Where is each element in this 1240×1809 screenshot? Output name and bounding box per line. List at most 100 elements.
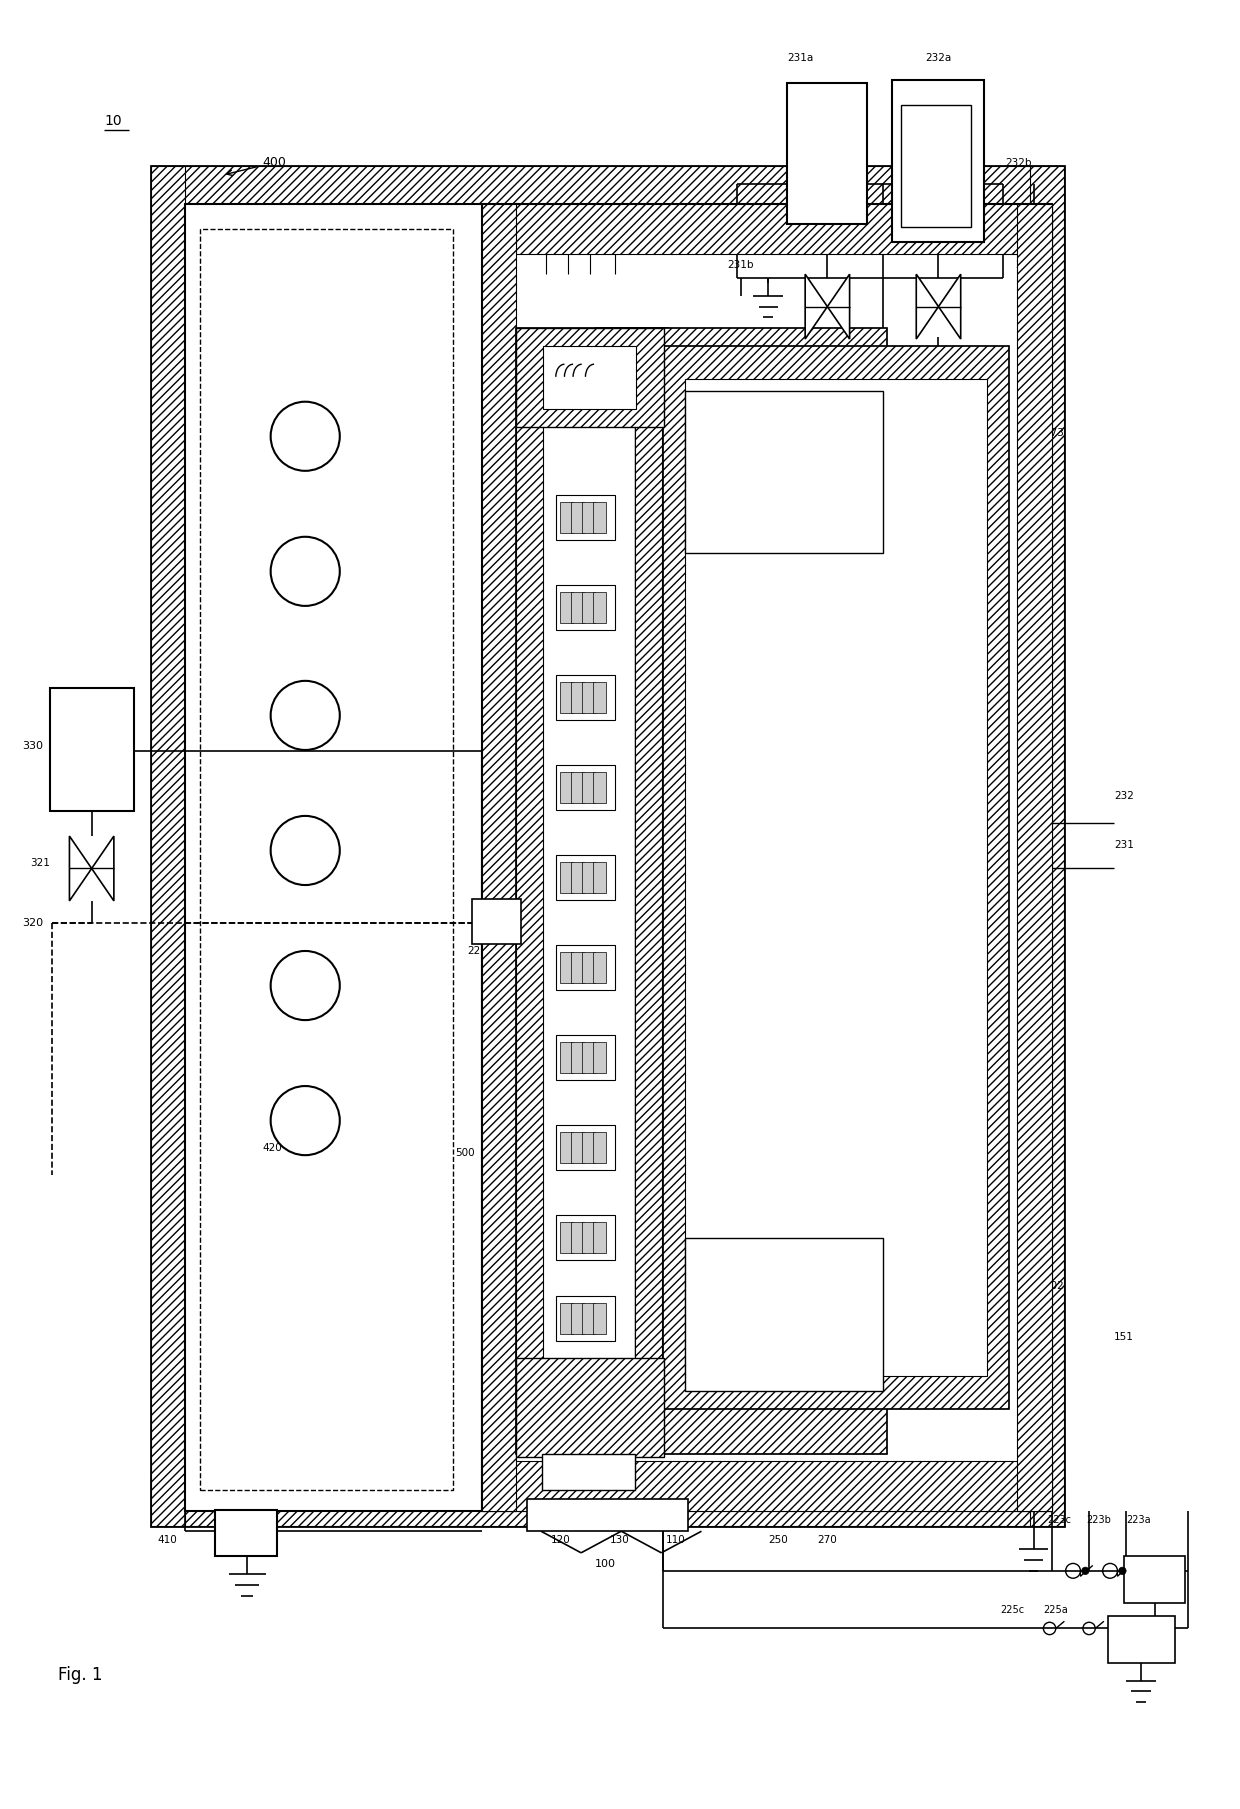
Bar xyxy=(151,166,1064,217)
Bar xyxy=(570,501,584,534)
Bar xyxy=(556,496,615,539)
Bar xyxy=(556,1297,615,1340)
Bar xyxy=(559,1302,573,1335)
Bar xyxy=(556,1035,615,1080)
Bar xyxy=(556,675,615,720)
Bar xyxy=(151,1476,1064,1525)
Bar xyxy=(570,1302,584,1335)
Bar xyxy=(543,346,636,409)
Text: 223: 223 xyxy=(466,946,486,957)
Bar xyxy=(593,772,606,803)
Bar xyxy=(559,861,573,894)
Bar xyxy=(1123,1556,1185,1603)
Text: 223b: 223b xyxy=(1086,1516,1111,1525)
Bar xyxy=(559,772,573,803)
Text: 321: 321 xyxy=(30,857,50,868)
Text: 223c: 223c xyxy=(1047,1516,1071,1525)
Text: 232c: 232c xyxy=(1016,260,1040,270)
Bar xyxy=(593,682,606,713)
Polygon shape xyxy=(916,275,939,338)
Bar xyxy=(582,1221,595,1254)
Text: 225: 225 xyxy=(479,903,498,914)
Bar xyxy=(663,346,1009,1409)
Polygon shape xyxy=(827,275,849,338)
Bar xyxy=(582,772,595,803)
Text: 232b: 232b xyxy=(1006,157,1032,168)
Text: 110: 110 xyxy=(666,1536,686,1545)
Text: 270: 270 xyxy=(817,1536,837,1545)
Bar xyxy=(559,592,573,622)
Bar xyxy=(593,501,606,534)
Text: 225a: 225a xyxy=(1043,1605,1068,1615)
Bar xyxy=(901,105,971,228)
Bar xyxy=(570,861,584,894)
Bar xyxy=(786,83,867,224)
Bar xyxy=(542,1454,635,1491)
Bar xyxy=(635,418,662,1364)
Bar xyxy=(570,1132,584,1163)
Bar xyxy=(516,327,665,427)
Bar xyxy=(593,952,606,984)
Text: 225c: 225c xyxy=(1001,1605,1024,1615)
Bar xyxy=(559,1042,573,1073)
Text: 220: 220 xyxy=(486,539,506,550)
Circle shape xyxy=(1081,1567,1089,1574)
Text: 330: 330 xyxy=(22,742,43,751)
Bar xyxy=(663,346,1009,1409)
Bar xyxy=(151,166,186,1525)
Text: 231b: 231b xyxy=(728,260,754,270)
Circle shape xyxy=(1118,1567,1126,1574)
Bar xyxy=(582,1042,595,1073)
Bar xyxy=(516,1359,665,1458)
Text: 250: 250 xyxy=(768,1536,787,1545)
Bar xyxy=(570,1042,584,1073)
Bar xyxy=(686,1237,883,1391)
Bar xyxy=(593,1042,606,1073)
Bar xyxy=(482,204,1052,1511)
Polygon shape xyxy=(939,275,961,338)
Bar xyxy=(582,592,595,622)
Bar xyxy=(582,1302,595,1335)
Text: 151: 151 xyxy=(1114,1331,1133,1342)
Bar xyxy=(482,1462,1052,1511)
Bar xyxy=(482,204,516,1511)
Polygon shape xyxy=(92,836,114,901)
Bar xyxy=(556,1216,615,1261)
Bar xyxy=(1030,166,1064,1525)
Bar xyxy=(593,1132,606,1163)
Bar xyxy=(582,501,595,534)
Bar xyxy=(559,501,573,534)
Bar xyxy=(559,952,573,984)
Bar xyxy=(593,592,606,622)
Bar xyxy=(570,772,584,803)
Bar xyxy=(582,952,595,984)
Text: 102: 102 xyxy=(1044,1281,1064,1292)
Text: 120: 120 xyxy=(551,1536,570,1545)
Text: 221: 221 xyxy=(486,651,506,660)
Text: 400: 400 xyxy=(262,156,286,168)
Bar xyxy=(582,1132,595,1163)
Text: 130: 130 xyxy=(610,1536,630,1545)
Text: 233: 233 xyxy=(491,859,511,870)
Bar xyxy=(686,391,883,554)
Text: 320: 320 xyxy=(22,917,43,928)
Text: 236: 236 xyxy=(546,1176,565,1185)
Text: 230: 230 xyxy=(605,242,625,251)
Bar xyxy=(482,204,1052,255)
Bar xyxy=(556,856,615,901)
Bar xyxy=(559,682,573,713)
Bar xyxy=(556,944,615,990)
Text: 240b: 240b xyxy=(556,242,582,251)
Bar xyxy=(892,80,985,242)
Bar xyxy=(516,418,543,1364)
Polygon shape xyxy=(69,836,92,901)
Bar xyxy=(201,230,454,1491)
Bar xyxy=(582,682,595,713)
Bar xyxy=(570,682,584,713)
Bar xyxy=(570,592,584,622)
Bar xyxy=(593,1302,606,1335)
Bar xyxy=(1107,1615,1176,1662)
Text: 310: 310 xyxy=(501,780,521,789)
Bar xyxy=(593,861,606,894)
Text: 200: 200 xyxy=(490,488,508,499)
